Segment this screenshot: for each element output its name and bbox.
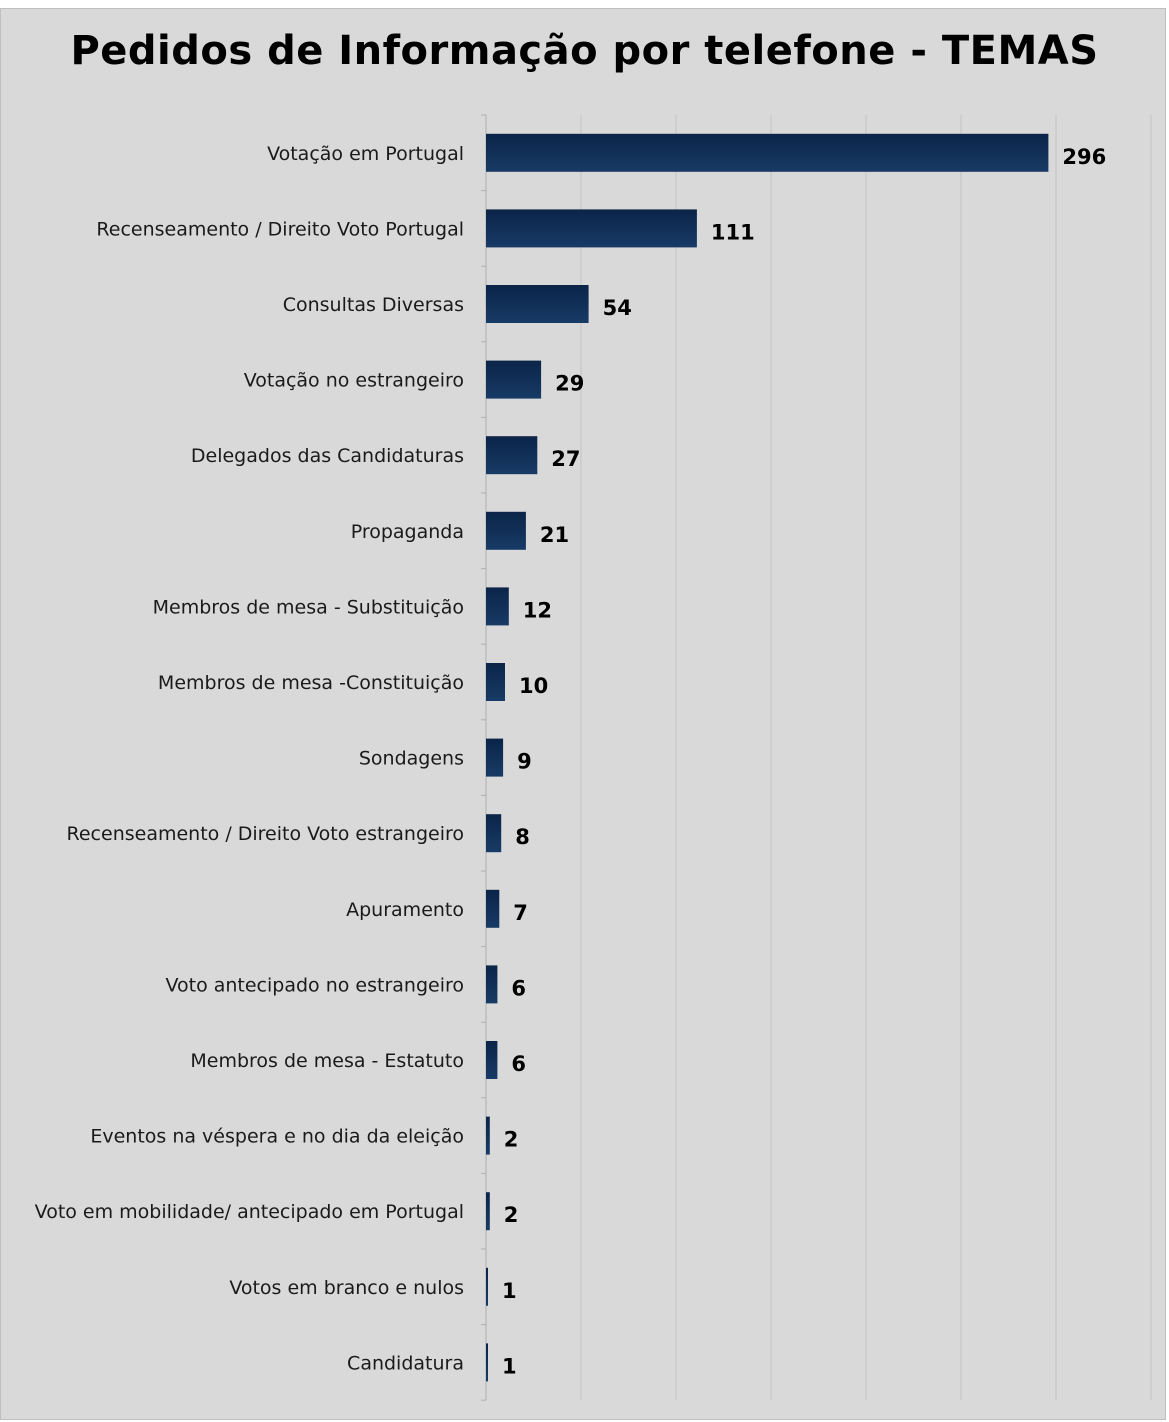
category-label: Recenseamento / Direito Voto estrangeiro (67, 823, 464, 845)
data-label: 54 (603, 296, 632, 320)
bar (486, 889, 500, 928)
data-label: 9 (517, 750, 532, 774)
bar (486, 436, 538, 475)
data-label: 1 (502, 1279, 517, 1303)
category-label: Membros de mesa - Substituição (153, 596, 464, 618)
data-label: 296 (1062, 145, 1106, 169)
category-label: Delegados das Candidaturas (191, 445, 464, 467)
category-label: Votação em Portugal (267, 143, 464, 165)
bar (486, 1267, 488, 1306)
data-label: 6 (511, 976, 526, 1000)
bar (486, 285, 589, 323)
bar (486, 663, 505, 701)
bar (486, 965, 498, 1004)
data-label: 2 (504, 1203, 519, 1227)
category-label: Sondagens (359, 748, 464, 770)
category-label: Membros de mesa -Constituição (158, 672, 464, 694)
category-label: Membros de mesa - Estatuto (190, 1050, 464, 1072)
bar (486, 360, 542, 399)
bar (486, 587, 509, 626)
category-label: Consultas Diversas (283, 294, 464, 316)
category-label: Propaganda (351, 521, 464, 543)
data-label: 10 (519, 674, 548, 698)
chart-title: Pedidos de Informação por telefone - TEM… (70, 28, 1099, 74)
bar (486, 1041, 498, 1079)
category-label: Voto antecipado no estrangeiro (165, 974, 464, 996)
bar (486, 814, 502, 853)
category-label: Votos em branco e nulos (229, 1277, 464, 1299)
category-label: Eventos na véspera e no dia da eleição (90, 1126, 464, 1148)
category-label: Recenseamento / Direito Voto Portugal (96, 218, 464, 240)
data-label: 1 (502, 1354, 517, 1378)
bar (486, 738, 504, 777)
data-label: 12 (523, 598, 552, 622)
category-label: Apuramento (346, 899, 464, 921)
category-label: Votação no estrangeiro (244, 370, 464, 392)
bar (486, 209, 697, 248)
data-label: 7 (513, 901, 528, 925)
data-label: 29 (555, 372, 584, 396)
bar (486, 133, 1049, 172)
bar (486, 1192, 490, 1231)
category-label: Candidatura (347, 1352, 464, 1374)
data-label: 6 (511, 1052, 526, 1076)
data-label: 111 (711, 220, 755, 244)
data-label: 8 (515, 825, 530, 849)
category-label: Voto em mobilidade/ antecipado em Portug… (35, 1201, 464, 1223)
data-label: 2 (504, 1128, 519, 1152)
data-label: 27 (551, 447, 580, 471)
data-label: 21 (540, 523, 569, 547)
bar (486, 1343, 488, 1382)
bar (486, 1116, 490, 1155)
bar (486, 511, 526, 550)
